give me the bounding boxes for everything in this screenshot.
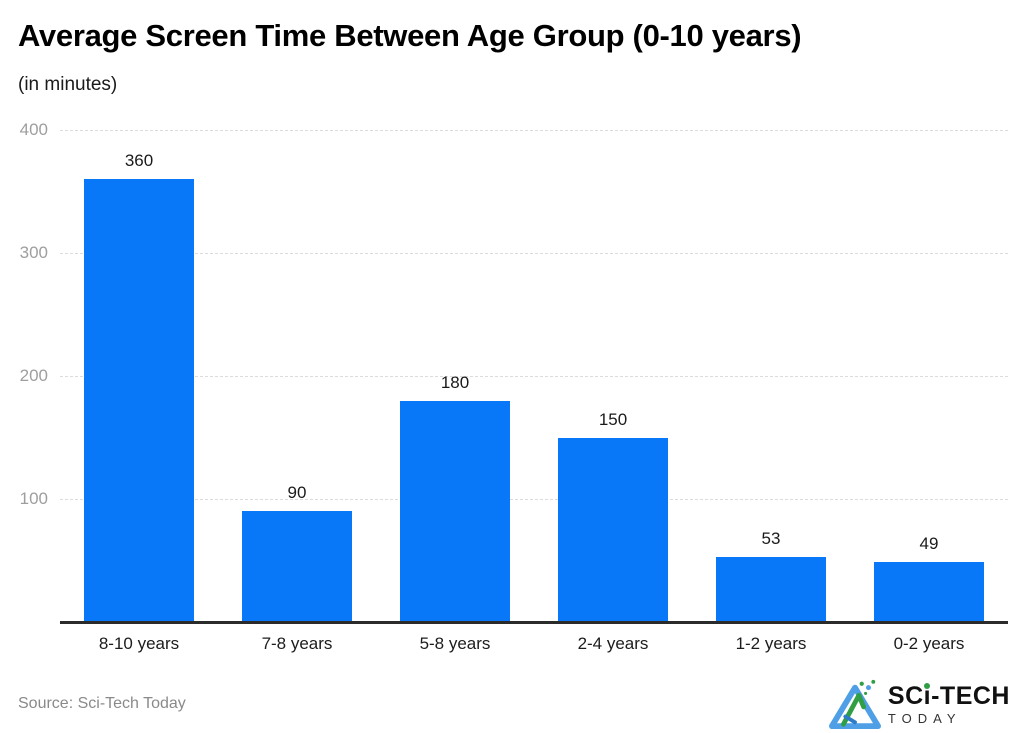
logo-part-sc: SC [887, 681, 924, 710]
bar-column: 150 [534, 130, 692, 622]
gridline [60, 376, 1008, 377]
scitech-logo-text: SCi-TECH TODAY [887, 681, 1010, 726]
x-tick-label: 2-4 years [577, 634, 649, 653]
chart-subtitle: (in minutes) [18, 74, 118, 95]
x-tick-label: 7-8 years [261, 634, 333, 653]
bar-8-10-years [84, 179, 194, 622]
y-tick-label: 400 [19, 120, 48, 139]
bar-column: 53 [692, 130, 850, 622]
bar-column: 90 [218, 130, 376, 622]
bar-1-2-years [716, 556, 826, 622]
logo-part-i: i [923, 681, 932, 710]
x-tick-label: 5-8 years [419, 634, 491, 653]
logo-part-tech: -TECH [931, 681, 1010, 710]
bar-5-8-years [400, 400, 510, 622]
plot-area: 360 90 180 150 53 49 [60, 130, 1008, 622]
bar-column: 49 [850, 130, 1008, 622]
scitech-logo-tagline: TODAY [887, 710, 962, 726]
x-tick-label: 0-2 years [893, 634, 965, 653]
gridline [60, 499, 1008, 500]
bar-column: 360 [60, 130, 218, 622]
bar-column: 180 [376, 130, 534, 622]
bar-0-2-years [874, 561, 984, 622]
chart-area: 360 90 180 150 53 49 [0, 130, 1024, 622]
x-tick-label: 8-10 years [98, 634, 180, 653]
bar-value-label: 90 [287, 483, 307, 503]
source-credit: Source: Sci-Tech Today [18, 695, 186, 712]
bar-value-label: 180 [440, 372, 470, 392]
bar-value-label: 150 [598, 409, 628, 429]
bar-value-label: 49 [919, 533, 939, 553]
gridline [60, 253, 1008, 254]
y-tick-label: 300 [19, 243, 48, 262]
scitech-today-logo: SCi-TECH TODAY [826, 678, 1010, 730]
bar-value-label: 53 [761, 528, 781, 548]
y-tick-label: 100 [19, 489, 48, 508]
scitech-logo-wordmark: SCi-TECH [887, 681, 1010, 710]
chart-title: Average Screen Time Between Age Group (0… [18, 18, 802, 53]
x-axis-line [60, 621, 1008, 624]
bar-2-4-years [558, 437, 668, 622]
bar-7-8-years [242, 511, 352, 622]
bar-value-label: 360 [124, 151, 154, 171]
y-tick-label: 200 [19, 366, 48, 385]
scitech-logo-icon [828, 679, 881, 730]
x-tick-label: 1-2 years [735, 634, 807, 653]
gridline [60, 130, 1008, 131]
